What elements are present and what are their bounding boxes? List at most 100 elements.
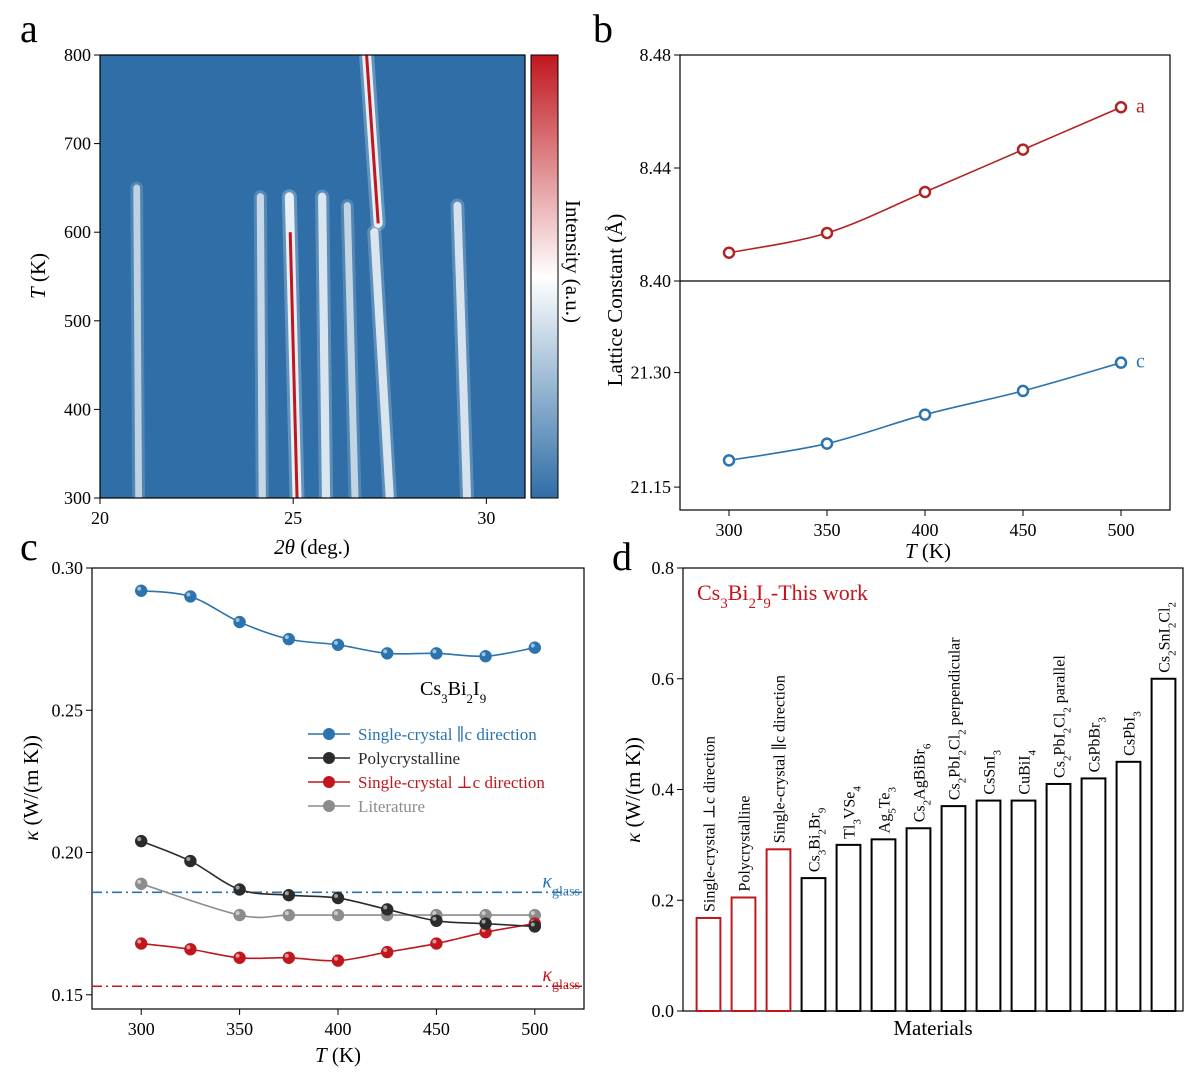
point-highlight bbox=[137, 879, 142, 884]
y-tick-label: 600 bbox=[64, 222, 91, 242]
point-highlight bbox=[530, 911, 535, 916]
bar bbox=[870, 838, 897, 1013]
legend-marker bbox=[323, 776, 335, 788]
panel-d-ylabel: κ (W/(m K)) bbox=[621, 737, 645, 843]
bar-label: Single-crystal ⊥c direction bbox=[702, 736, 719, 912]
legend-title: Cs3Bi2I9 bbox=[420, 678, 486, 706]
bar bbox=[1045, 782, 1072, 1013]
point-highlight bbox=[334, 640, 338, 645]
data-point bbox=[233, 615, 246, 629]
panel-label-c: c bbox=[20, 524, 38, 569]
x-tick-label: 350 bbox=[226, 1019, 253, 1039]
bar bbox=[940, 805, 967, 1012]
data-point bbox=[331, 891, 345, 905]
heatmap-frame bbox=[99, 54, 526, 499]
point-highlight bbox=[235, 885, 240, 890]
peak-line bbox=[453, 201, 472, 498]
point-highlight bbox=[334, 956, 338, 961]
reference-lines bbox=[92, 891, 584, 988]
data-point bbox=[184, 590, 197, 603]
data-point bbox=[233, 908, 246, 922]
panel-b-frame bbox=[679, 54, 1171, 511]
legend-entry: Polycrystalline bbox=[358, 749, 460, 768]
series-label: c bbox=[1136, 351, 1145, 373]
panel-b-ticks: 8.40 8.44 8.48 21.15 21.30 300 350 400 450 500 bbox=[631, 45, 1135, 540]
point-highlight bbox=[481, 652, 486, 657]
data-point bbox=[528, 920, 542, 933]
colorbar-label: Intensity (a.u.) bbox=[561, 200, 585, 323]
point-highlight bbox=[383, 905, 388, 910]
bar bbox=[1080, 777, 1107, 1012]
x-tick-label: 400 bbox=[912, 520, 939, 540]
legend-entry: Single-crystal ∥c direction bbox=[358, 725, 537, 744]
peak-line bbox=[133, 184, 143, 498]
panel-d-bars: Single-crystal ⊥c direction Polycrystalli… bbox=[695, 602, 1179, 1013]
point-highlight bbox=[334, 894, 338, 899]
y-tick-label: 8.48 bbox=[640, 45, 672, 65]
data-point bbox=[233, 951, 246, 965]
y-tick-label: 500 bbox=[64, 311, 91, 331]
y-tick-label: 0.25 bbox=[52, 700, 84, 720]
data-point bbox=[184, 854, 197, 868]
point-highlight bbox=[235, 953, 240, 958]
data-point bbox=[528, 641, 542, 654]
y-tick-label: 700 bbox=[64, 134, 91, 154]
panel-c-series bbox=[134, 584, 542, 967]
y-tick-label: 21.15 bbox=[631, 477, 672, 497]
point-highlight bbox=[383, 649, 388, 654]
panel-b-series: ac bbox=[722, 95, 1145, 467]
x-tick-label: 300 bbox=[128, 1019, 155, 1039]
y-tick-label: 800 bbox=[64, 45, 91, 65]
x-tick-label: 500 bbox=[521, 1019, 548, 1039]
y-tick-label: 0.20 bbox=[52, 843, 84, 863]
point-highlight bbox=[137, 837, 142, 842]
point-highlight bbox=[137, 586, 142, 591]
point-highlight bbox=[481, 919, 486, 924]
x-tick-label: 450 bbox=[1010, 520, 1037, 540]
bar-label: Cs3Bi2Br9 bbox=[807, 807, 829, 872]
data-point bbox=[380, 945, 394, 959]
data-point bbox=[722, 246, 736, 259]
x-tick-label: 25 bbox=[284, 508, 302, 528]
panel-c-legend: Cs3Bi2I9 Single-crystal ∥c direction Polyc… bbox=[308, 678, 545, 816]
data-point bbox=[918, 408, 932, 421]
y-tick-label: 0.8 bbox=[652, 558, 675, 578]
x-tick-label: 400 bbox=[325, 1019, 352, 1039]
bar-label: Tl3VSe4 bbox=[842, 786, 864, 839]
data-point bbox=[380, 903, 394, 916]
y-tick-label: 0.6 bbox=[652, 669, 675, 689]
point-highlight bbox=[186, 592, 191, 597]
legend-marker bbox=[323, 800, 335, 812]
data-point bbox=[820, 226, 834, 240]
data-point bbox=[282, 908, 296, 922]
x-tick-label: 20 bbox=[91, 508, 109, 528]
point-highlight bbox=[235, 911, 240, 916]
data-point bbox=[430, 937, 443, 950]
bar-label: CuBiI4 bbox=[1017, 749, 1039, 794]
bar bbox=[1150, 677, 1177, 1012]
bar-label: Single-crystal ∥c direction bbox=[771, 675, 789, 843]
panel-label-b: b bbox=[593, 6, 613, 51]
legend-entry: Literature bbox=[358, 797, 425, 816]
panel-a-ticks: 20 25 30 300 400 500 600 700 800 bbox=[64, 45, 495, 528]
point-highlight bbox=[481, 911, 486, 916]
bar-label: Cs2PbI2Cl2 perpendicular bbox=[947, 637, 969, 800]
data-point bbox=[430, 647, 443, 660]
y-tick-label: 8.40 bbox=[640, 271, 672, 291]
point-highlight bbox=[137, 939, 142, 944]
peak-line bbox=[256, 193, 266, 498]
panel-c: 300 350 400 450 500 0.15 0.20 0.25 0.30 κglass κgl… bbox=[19, 558, 585, 1067]
panel-a-xlabel: 2θ (deg.) bbox=[274, 535, 350, 559]
bar bbox=[975, 799, 1002, 1013]
colorbar bbox=[530, 54, 559, 499]
peak-line bbox=[343, 202, 359, 498]
data-point bbox=[134, 877, 148, 891]
series-line-a bbox=[728, 106, 1122, 254]
data-point bbox=[331, 638, 345, 652]
panel-d-ticks: 0.0 0.2 0.4 0.6 0.8 bbox=[652, 558, 683, 1021]
peak-core bbox=[288, 232, 299, 498]
point-highlight bbox=[186, 945, 191, 950]
x-tick-label: 350 bbox=[814, 520, 841, 540]
